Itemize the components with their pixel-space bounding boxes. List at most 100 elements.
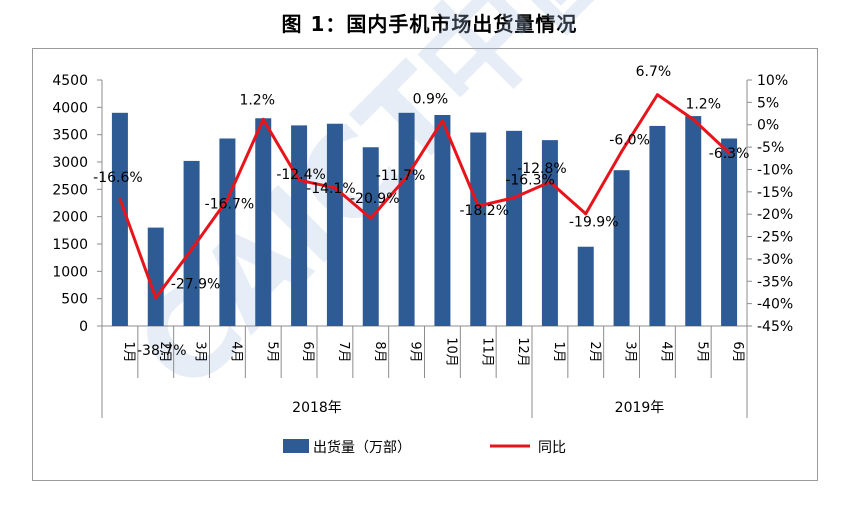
- right-tick-label: -40%: [757, 297, 793, 313]
- yoy-point: [154, 296, 158, 300]
- bar: [649, 125, 666, 326]
- category-label: 6月: [730, 341, 745, 362]
- right-tick-label: -5%: [757, 140, 784, 156]
- right-tick-label: 10%: [757, 73, 788, 89]
- left-tick-label: 1000: [52, 264, 88, 280]
- left-tick-label: 3000: [52, 155, 88, 171]
- legend-bar-label: 出货量（万部）: [313, 439, 411, 456]
- category-label: 2月: [157, 341, 172, 362]
- right-tick-label: 5%: [757, 95, 779, 111]
- bar: [291, 125, 308, 326]
- left-tick-label: 4000: [52, 100, 88, 116]
- bar: [577, 246, 594, 326]
- category-label: 3月: [623, 341, 638, 362]
- left-tick-label: 2000: [52, 210, 88, 226]
- right-tick-label: -20%: [757, 207, 793, 223]
- yoy-data-label: -12.4%: [276, 167, 326, 183]
- yoy-data-label: -12.8%: [517, 161, 567, 177]
- yoy-point: [584, 212, 588, 216]
- right-tick-label: -15%: [757, 185, 793, 201]
- category-label: 4月: [228, 341, 243, 362]
- yoy-point: [118, 197, 122, 201]
- bar: [685, 116, 702, 326]
- chart-frame: [32, 48, 818, 481]
- right-tick-label: 0%: [757, 118, 779, 134]
- yoy-point: [225, 197, 229, 201]
- yoy-point: [261, 117, 265, 121]
- yoy-point: [297, 178, 301, 182]
- bar: [255, 118, 272, 327]
- right-tick-label: -35%: [757, 274, 793, 290]
- yoy-data-label: 1.2%: [685, 96, 721, 112]
- yoy-data-label: -20.9%: [350, 191, 400, 207]
- left-tick-label: 500: [61, 292, 88, 308]
- category-label: 8月: [372, 341, 387, 362]
- yoy-data-label: -18.2%: [459, 203, 509, 219]
- bar: [362, 147, 379, 326]
- bar: [470, 132, 487, 326]
- yoy-data-label: -6.0%: [609, 133, 650, 149]
- bar: [434, 114, 451, 326]
- legend-bar-swatch: [283, 439, 309, 453]
- yoy-data-label: -6.3%: [709, 146, 750, 162]
- yoy-point: [405, 175, 409, 179]
- right-tick-label: -30%: [757, 252, 793, 268]
- yoy-data-label: -14.1%: [306, 181, 356, 197]
- bar: [506, 130, 523, 326]
- yoy-data-label: -16.3%: [505, 173, 555, 189]
- yoy-data-label: 6.7%: [636, 64, 672, 80]
- yoy-point: [369, 216, 373, 220]
- left-tick-label: 1500: [52, 237, 88, 253]
- chart-title: 图 1：国内手机市场出货量情况: [281, 12, 578, 36]
- yoy-data-label: 0.9%: [413, 92, 449, 108]
- category-label: 10月: [443, 337, 458, 367]
- yoy-point: [548, 180, 552, 184]
- category-label: 12月: [515, 337, 530, 367]
- group-label: 2018年: [292, 400, 342, 416]
- category-label: 1月: [121, 341, 136, 362]
- bar: [219, 138, 236, 326]
- bar: [721, 138, 738, 326]
- yoy-data-label: -16.7%: [205, 196, 255, 212]
- left-tick-label: 2500: [52, 182, 88, 198]
- right-tick-label: -10%: [757, 162, 793, 178]
- bar: [613, 170, 630, 326]
- group-label: 2019年: [615, 400, 665, 416]
- yoy-point: [512, 196, 516, 200]
- category-label: 3月: [193, 341, 208, 362]
- legend-line-label: 同比: [538, 440, 566, 456]
- yoy-point: [727, 151, 731, 155]
- yoy-point: [190, 248, 194, 252]
- category-label: 1月: [551, 341, 566, 362]
- yoy-data-label: -27.9%: [171, 277, 221, 293]
- yoy-data-label: -16.6%: [93, 170, 143, 186]
- category-label: 6月: [300, 341, 315, 362]
- category-label: 2月: [587, 341, 602, 362]
- bar: [326, 123, 343, 326]
- yoy-data-label: -19.9%: [569, 215, 619, 231]
- left-tick-label: 3500: [52, 128, 88, 144]
- yoy-point: [440, 119, 444, 123]
- yoy-point: [655, 93, 659, 97]
- yoy-data-label: -11.7%: [376, 168, 426, 184]
- yoy-point: [691, 117, 695, 121]
- left-tick-label: 4500: [52, 73, 88, 89]
- category-label: 11月: [479, 337, 494, 367]
- yoy-line: [118, 93, 731, 300]
- category-label: 4月: [658, 341, 673, 362]
- yoy-data-label: 1.2%: [239, 92, 275, 108]
- yoy-point: [476, 204, 480, 208]
- yoy-data-label: -38.7%: [137, 343, 187, 359]
- left-tick-label: 0: [79, 319, 88, 335]
- right-tick-label: -25%: [757, 230, 793, 246]
- bar: [111, 112, 128, 326]
- category-label: 9月: [408, 341, 423, 362]
- bar: [183, 160, 200, 326]
- yoy-point: [620, 150, 624, 154]
- yoy-point: [333, 186, 337, 190]
- bar: [398, 112, 415, 326]
- category-label: 5月: [264, 341, 279, 362]
- bar: [147, 227, 164, 326]
- category-label: 5月: [694, 341, 709, 362]
